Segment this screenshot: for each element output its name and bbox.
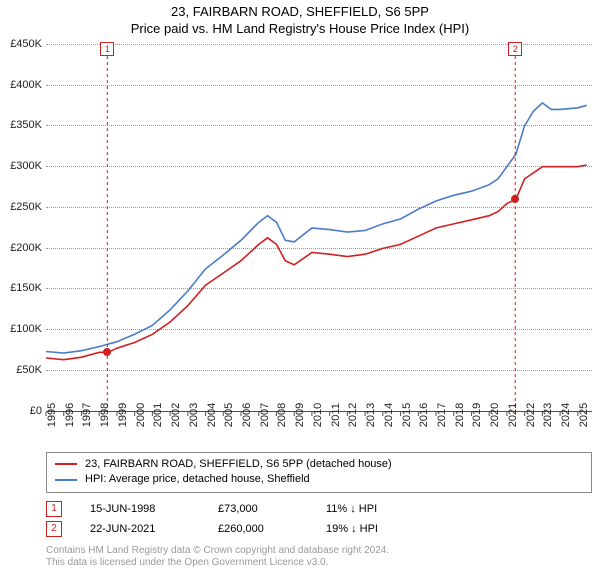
y-tick-label: £200K [10,242,46,254]
marker-table-row: 2 22-JUN-2021 £260,000 19% ↓ HPI [46,519,592,539]
y-tick-label: £50K [16,364,46,376]
marker-table: 1 15-JUN-1998 £73,000 11% ↓ HPI 2 22-JUN-2021… [46,499,592,539]
y-tick-label: £100K [10,323,46,335]
y-tick-label: £450K [10,38,46,50]
x-tick-label: 2017 [436,403,448,427]
x-tick-label: 2016 [418,403,430,427]
x-tick-label: 2009 [294,403,306,427]
legend-swatch [55,463,77,465]
marker-table-row: 1 15-JUN-1998 £73,000 11% ↓ HPI [46,499,592,519]
x-tick-label: 2003 [188,403,200,427]
legend-row: HPI: Average price, detached house, Shef… [55,472,583,487]
x-tick-label: 2020 [489,403,501,427]
marker-badge: 1 [46,501,62,517]
chart-container: 23, FAIRBARN ROAD, SHEFFIELD, S6 5PP Pri… [0,0,600,560]
legend-label: 23, FAIRBARN ROAD, SHEFFIELD, S6 5PP (de… [85,457,392,472]
marker-dot-1 [103,348,111,356]
x-tick-label: 2006 [241,403,253,427]
x-tick-label: 2019 [471,403,483,427]
x-tick-label: 2012 [347,403,359,427]
x-tick-label: 2015 [401,403,413,427]
footer-line-2: This data is licensed under the Open Gov… [46,557,592,570]
footer-line-1: Contains HM Land Registry data © Crown c… [46,545,592,558]
x-tick-label: 2023 [542,403,554,427]
chart-title: 23, FAIRBARN ROAD, SHEFFIELD, S6 5PP Pri… [0,0,600,38]
x-tick-label: 2010 [312,403,324,427]
x-tick-label: 2024 [560,403,572,427]
chart-svg [46,44,592,412]
series-price_paid [46,165,587,360]
y-tick-label: £400K [10,79,46,91]
marker-date: 22-JUN-2021 [90,523,190,535]
y-tick-label: £250K [10,201,46,213]
title-line-1: 23, FAIRBARN ROAD, SHEFFIELD, S6 5PP [0,4,600,21]
x-tick-label: 2014 [383,403,395,427]
legend-box: 23, FAIRBARN ROAD, SHEFFIELD, S6 5PP (de… [46,452,592,493]
x-tick-label: 2004 [206,403,218,427]
y-tick-label: £150K [10,282,46,294]
x-tick-label: 1997 [81,403,93,427]
x-tick-label: 1998 [99,403,111,427]
y-tick-label: £0 [30,405,46,417]
marker-price: £260,000 [218,523,298,535]
legend-label: HPI: Average price, detached house, Shef… [85,472,310,487]
marker-dot-2 [511,195,519,203]
marker-price: £73,000 [218,503,298,515]
x-tick-label: 2000 [135,403,147,427]
x-tick-label: 2001 [152,403,164,427]
legend-swatch [55,479,77,481]
x-tick-label: 1996 [64,403,76,427]
x-tick-label: 2005 [223,403,235,427]
marker-date: 15-JUN-1998 [90,503,190,515]
plot-area: £0£50K£100K£150K£200K£250K£300K£350K£400… [46,44,592,412]
y-tick-label: £350K [10,119,46,131]
x-axis: 1995199619971998199920002001200220032004… [46,412,592,450]
title-line-2: Price paid vs. HM Land Registry's House … [0,21,600,38]
legend-row: 23, FAIRBARN ROAD, SHEFFIELD, S6 5PP (de… [55,457,583,472]
x-tick-label: 2021 [507,403,519,427]
x-tick-label: 2011 [330,403,342,427]
marker-delta: 11% ↓ HPI [326,503,377,515]
x-tick-label: 2008 [276,403,288,427]
marker-flag-1: 1 [100,42,114,56]
x-tick-label: 2013 [365,403,377,427]
marker-badge: 2 [46,521,62,537]
x-tick-label: 1999 [117,403,129,427]
marker-delta: 19% ↓ HPI [326,523,378,535]
series-hpi [46,103,587,353]
x-tick-label: 2002 [170,403,182,427]
x-tick-label: 1995 [46,403,58,427]
footer-note: Contains HM Land Registry data © Crown c… [46,545,592,570]
x-tick-label: 2022 [525,403,537,427]
marker-flag-2: 2 [508,42,522,56]
x-tick-label: 2018 [454,403,466,427]
x-tick-label: 2007 [259,403,271,427]
y-tick-label: £300K [10,160,46,172]
x-tick-label: 2025 [578,403,590,427]
